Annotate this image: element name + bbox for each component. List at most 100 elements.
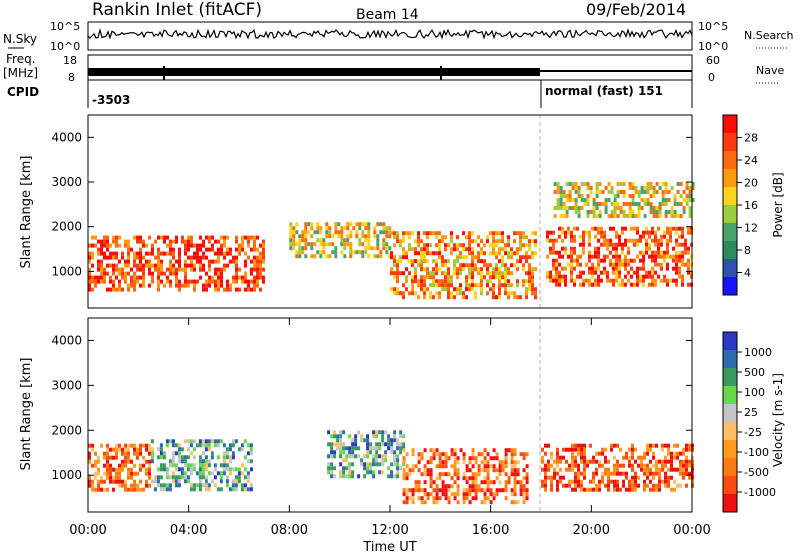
echo-cell xyxy=(376,238,380,243)
echo-cell xyxy=(628,455,631,460)
echo-cell xyxy=(628,210,632,214)
echo-cell xyxy=(349,222,353,227)
echo-cell xyxy=(495,243,498,248)
echo-cell xyxy=(657,226,660,231)
echo-cell xyxy=(483,492,487,497)
echo-cell xyxy=(88,479,91,484)
echo-cell xyxy=(501,239,504,244)
echo-cell xyxy=(136,239,139,244)
echo-cell xyxy=(570,258,573,263)
echo-cell xyxy=(136,235,139,240)
echo-cell xyxy=(402,231,405,236)
echo-cell xyxy=(187,243,190,248)
echo-cell xyxy=(151,247,154,252)
echo-cell xyxy=(103,251,106,256)
echo-cell xyxy=(441,255,444,260)
echo-cell xyxy=(171,471,175,476)
echo-cell xyxy=(100,259,103,264)
echo-cell xyxy=(556,483,559,488)
echo-cell xyxy=(142,455,145,460)
echo-cell xyxy=(256,283,259,288)
echo-cell xyxy=(643,455,646,460)
echo-cell xyxy=(178,279,181,284)
echo-cell xyxy=(207,439,211,444)
echo-cell xyxy=(531,251,534,256)
echo-cell xyxy=(372,454,376,459)
echo-cell xyxy=(612,282,615,287)
echo-cell xyxy=(600,258,603,263)
echo-cell xyxy=(582,270,585,275)
echo-cell xyxy=(612,278,615,283)
echo-cell xyxy=(345,466,349,471)
echo-cell xyxy=(172,239,175,244)
echo-cell xyxy=(643,471,646,476)
echo-cell xyxy=(661,202,665,206)
echo-cell xyxy=(223,287,226,292)
echo-cell xyxy=(94,451,97,456)
echo-cell xyxy=(175,275,178,280)
echo-cell xyxy=(118,483,121,488)
echo-cell xyxy=(598,451,601,456)
echo-cell xyxy=(375,430,379,435)
echo-cell xyxy=(396,235,399,240)
echo-cell xyxy=(687,258,690,263)
freq-panel: Freq. [MHz] 18 8 60 0 Nave xyxy=(3,52,784,84)
echo-cell xyxy=(571,467,574,472)
echo-cell xyxy=(501,460,505,465)
echo-cell xyxy=(118,475,121,480)
echo-cell xyxy=(489,287,492,292)
echo-cell xyxy=(625,471,628,476)
echo-cell xyxy=(621,250,624,255)
echo-cell xyxy=(235,287,238,292)
echo-cell xyxy=(643,186,647,190)
echo-cell xyxy=(513,452,517,457)
echo-cell xyxy=(334,222,338,227)
echo-cell xyxy=(688,206,692,210)
echo-cell xyxy=(367,254,371,259)
echo-cell xyxy=(474,295,477,300)
echo-cell xyxy=(583,451,586,456)
echo-cell xyxy=(468,488,472,493)
echo-cell xyxy=(624,262,627,267)
echo-cell xyxy=(594,226,597,231)
echo-cell xyxy=(373,226,377,231)
echo-cell xyxy=(136,455,139,460)
echo-cell xyxy=(330,434,334,439)
echo-cell xyxy=(342,446,346,451)
echo-cell xyxy=(411,247,414,252)
echo-cell xyxy=(501,263,504,268)
echo-cell xyxy=(586,202,590,206)
echo-cell xyxy=(681,234,684,239)
echo-cell xyxy=(684,262,687,267)
echo-cell xyxy=(498,291,501,296)
echo-cell xyxy=(313,230,317,235)
echo-cell xyxy=(604,198,608,202)
echo-cell xyxy=(655,190,659,194)
echo-cell xyxy=(118,471,121,476)
echo-cell xyxy=(580,206,584,210)
echo-cell xyxy=(691,186,695,190)
echo-cell xyxy=(388,226,392,231)
echo-cell xyxy=(127,255,130,260)
echo-cell xyxy=(106,459,109,464)
echo-cell xyxy=(468,271,471,276)
echo-cell xyxy=(564,274,567,279)
echo-cell xyxy=(222,459,226,464)
echo-cell xyxy=(246,443,250,448)
echo-cell xyxy=(555,266,558,271)
echo-cell xyxy=(159,467,163,472)
echo-cell xyxy=(468,247,471,252)
echo-cell xyxy=(664,202,668,206)
echo-cell xyxy=(639,250,642,255)
echo-cell xyxy=(660,242,663,247)
echo-cell xyxy=(651,282,654,287)
echo-cell xyxy=(142,443,145,448)
echo-cell xyxy=(414,291,417,296)
echo-cell xyxy=(618,282,621,287)
echo-cell xyxy=(525,496,529,501)
echo-cell xyxy=(382,242,386,247)
echo-cell xyxy=(685,182,689,186)
echo-cell xyxy=(177,447,181,452)
echo-cell xyxy=(232,279,235,284)
echo-cell xyxy=(97,279,100,284)
